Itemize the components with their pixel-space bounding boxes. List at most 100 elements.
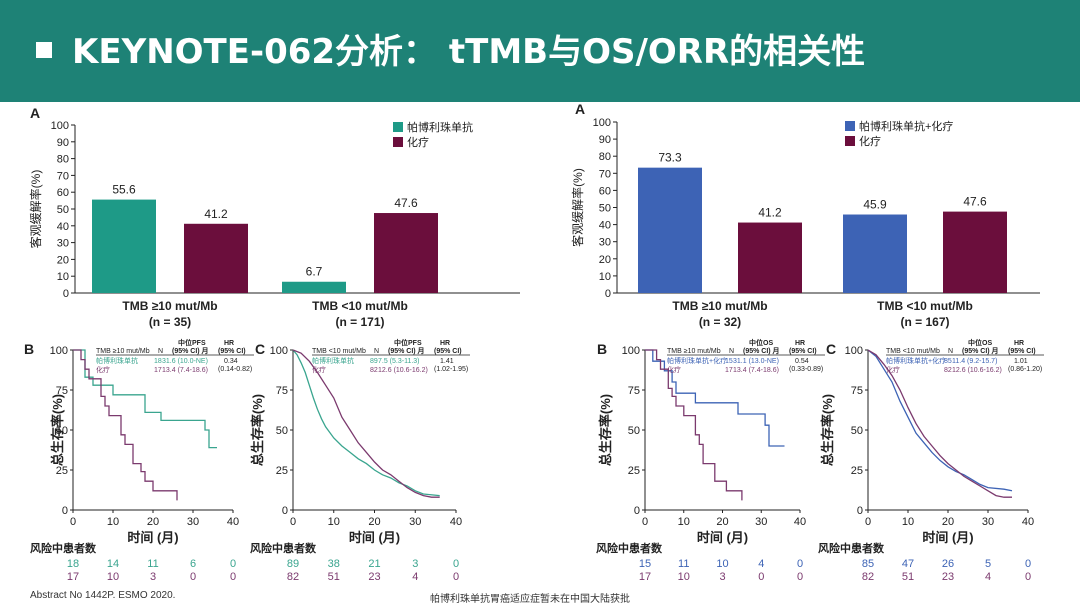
x-tick-label: 30 <box>409 516 421 528</box>
table-ci-header: (95% CI) 月 <box>388 347 425 355</box>
x-tick-label: 20 <box>368 516 380 528</box>
y-tick-label: 0 <box>634 505 640 517</box>
bar <box>282 281 346 293</box>
page-title: KEYNOTE-062分析： tTMB与OS/ORR的相关性 <box>72 32 866 72</box>
table-median-header: 中位PFS <box>394 338 422 347</box>
bar <box>92 199 156 293</box>
risk-count: 0 <box>797 571 803 583</box>
y-tick-label: 70 <box>599 168 611 180</box>
y-tick-label: 80 <box>57 154 69 166</box>
panel-letter: B <box>24 341 34 357</box>
y-tick-label: 75 <box>56 385 68 397</box>
y-tick-label: 40 <box>599 220 611 232</box>
x-axis-label: 时间 (月) <box>922 530 973 545</box>
x-category-label: TMB <10 mut/Mb <box>877 299 973 313</box>
table-arm-n: 85 <box>944 358 952 365</box>
table-group-label: TMB ≥10 mut/Mb <box>96 348 150 355</box>
x-tick-label: 10 <box>328 516 340 528</box>
bar-value-label: 47.6 <box>394 196 418 210</box>
table-hr-value: 0.54 <box>795 358 809 365</box>
table-arm-name: 化疗 <box>886 365 900 374</box>
risk-count: 6 <box>190 558 196 570</box>
table-hrci-value: (1.02-1.95) <box>434 366 468 373</box>
table-arm-name: 帕博利珠单抗+化疗 <box>667 356 727 365</box>
x-category-n: (n = 35) <box>149 315 191 329</box>
x-tick-label: 20 <box>716 516 728 528</box>
risk-count: 10 <box>678 571 690 583</box>
y-tick-label: 20 <box>57 254 69 266</box>
x-tick-label: 40 <box>1022 516 1034 528</box>
table-hr-header: HR <box>440 340 450 347</box>
y-tick-label: 50 <box>276 425 288 437</box>
risk-count: 11 <box>147 558 158 570</box>
table-arm-n: 18 <box>154 358 162 365</box>
risk-count: 4 <box>985 571 991 583</box>
y-tick-label: 0 <box>63 288 69 300</box>
y-tick-label: 100 <box>845 345 863 357</box>
y-tick-label: 10 <box>57 271 69 283</box>
y-axis-label: 客观缓解率(%) <box>28 170 43 249</box>
risk-count: 0 <box>453 571 459 583</box>
y-axis-label: 总生存率(%) <box>820 394 835 466</box>
risk-count: 3 <box>719 571 725 583</box>
km-curve <box>292 349 440 498</box>
table-arm-name: 化疗 <box>667 365 681 374</box>
legend-swatch <box>845 136 855 146</box>
table-arm-n: 89 <box>370 358 378 365</box>
table-hrci-header: (95% CI) <box>434 348 462 355</box>
bar <box>184 223 248 293</box>
risk-count: 17 <box>639 571 651 583</box>
y-tick-label: 100 <box>50 345 68 357</box>
risk-count: 3 <box>412 558 418 570</box>
panel-letter: C <box>255 341 265 357</box>
risk-count: 0 <box>758 571 764 583</box>
table-group-label: TMB <10 mut/Mb <box>886 348 940 355</box>
bar-value-label: 55.6 <box>112 183 136 197</box>
y-tick-label: 60 <box>599 185 611 197</box>
x-tick-label: 10 <box>902 516 914 528</box>
y-tick-label: 100 <box>270 345 288 357</box>
y-tick-label: 50 <box>599 203 611 215</box>
table-group-label: TMB ≥10 mut/Mb <box>667 348 721 355</box>
table-arm-n: 15 <box>725 358 733 365</box>
bar-value-label: 47.6 <box>963 195 987 209</box>
risk-count: 51 <box>328 571 340 583</box>
x-tick-label: 0 <box>865 516 871 528</box>
bar-value-label: 45.9 <box>863 198 887 212</box>
y-tick-label: 90 <box>599 134 611 146</box>
x-tick-label: 0 <box>70 516 76 528</box>
y-tick-label: 100 <box>51 120 69 132</box>
table-hrci-header: (95% CI) <box>1008 348 1036 355</box>
table-median-header: 中位OS <box>749 338 773 347</box>
y-tick-label: 70 <box>57 170 69 182</box>
y-tick-label: 50 <box>56 425 68 437</box>
x-tick-label: 30 <box>982 516 994 528</box>
y-tick-label: 100 <box>622 345 640 357</box>
panel-letter: A <box>575 101 585 117</box>
table-arm-name: 帕博利珠单抗 <box>96 356 138 365</box>
table-hr-value: 1.41 <box>440 358 454 365</box>
x-tick-label: 20 <box>147 516 159 528</box>
risk-count: 4 <box>758 558 764 570</box>
risk-table-label: 风险中患者数 <box>596 541 663 555</box>
risk-table-label: 风险中患者数 <box>250 541 317 555</box>
table-arm-median: 13.4 (7.4-18.6) <box>162 367 208 374</box>
y-tick-label: 0 <box>282 505 288 517</box>
table-ci-header: (95% CI) 月 <box>743 347 780 355</box>
x-category-label: TMB <10 mut/Mb <box>312 299 408 313</box>
bar-value-label: 73.3 <box>658 151 682 165</box>
table-hrci-header: (95% CI) <box>218 348 246 355</box>
table-median-header: 中位PFS <box>178 338 206 347</box>
y-tick-label: 20 <box>599 254 611 266</box>
table-hr-value: 0.34 <box>224 358 238 365</box>
y-tick-label: 10 <box>599 271 611 283</box>
legend-label: 帕博利珠单抗+化疗 <box>859 119 953 133</box>
title-banner: KEYNOTE-062分析： tTMB与OS/ORR的相关性 <box>0 0 1080 102</box>
risk-count: 4 <box>412 571 418 583</box>
y-axis-label: 总生存率(%) <box>50 394 65 466</box>
risk-count: 15 <box>639 558 651 570</box>
x-tick-label: 40 <box>227 516 239 528</box>
legend-label: 化疗 <box>859 134 881 148</box>
bar-value-label: 41.2 <box>758 206 782 220</box>
